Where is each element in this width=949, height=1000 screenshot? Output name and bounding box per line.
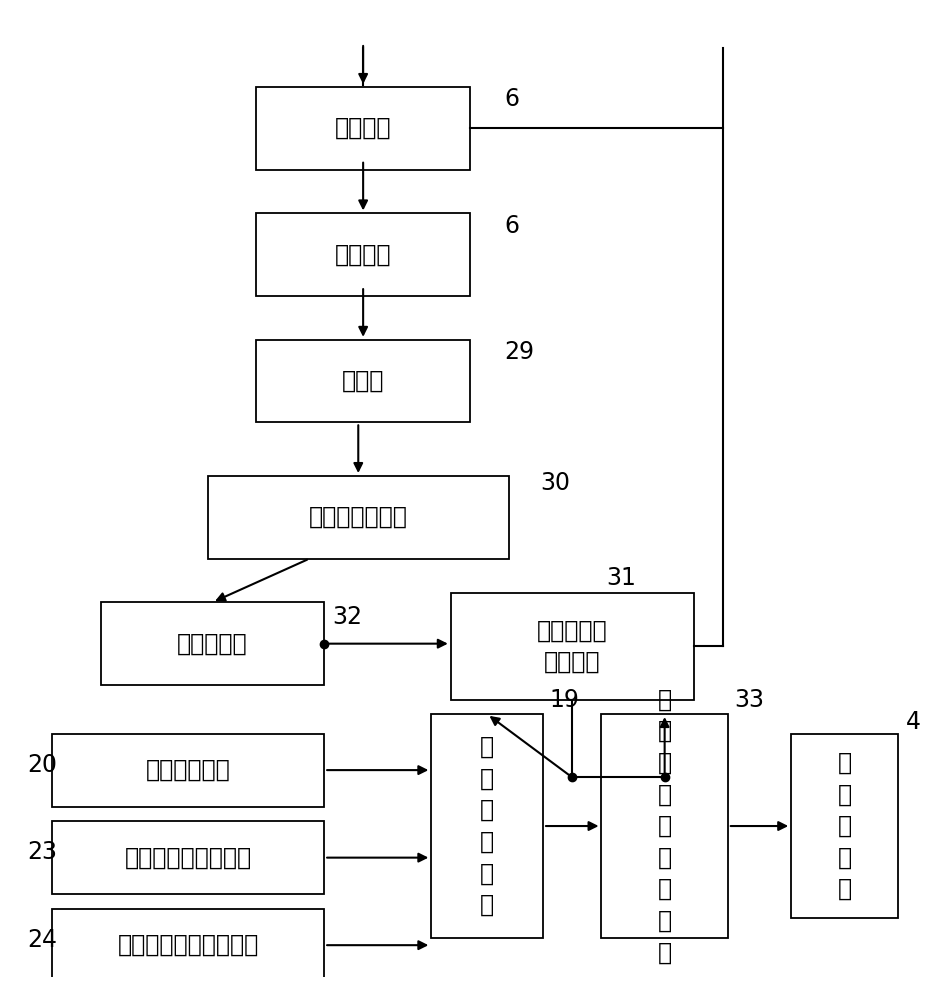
Bar xyxy=(431,714,543,938)
Text: 簧载质量速度传感器: 簧载质量速度传感器 xyxy=(124,846,251,870)
Bar xyxy=(52,909,325,982)
Text: 32: 32 xyxy=(332,605,362,629)
Text: 车载蓄电池: 车载蓄电池 xyxy=(177,632,248,656)
Text: 23: 23 xyxy=(28,840,58,864)
Text: 初级线圈: 初级线圈 xyxy=(335,243,391,267)
Text: 19: 19 xyxy=(549,688,580,712)
Bar xyxy=(101,602,325,685)
Text: 6: 6 xyxy=(504,214,519,238)
Bar xyxy=(791,734,898,918)
Text: 比
例
电
磁
阀: 比 例 电 磁 阀 xyxy=(838,751,851,901)
Text: 6: 6 xyxy=(504,87,519,111)
Bar xyxy=(208,476,509,559)
Text: 作
动
器
控
制
器: 作 动 器 控 制 器 xyxy=(480,735,494,917)
Text: 33: 33 xyxy=(735,688,765,712)
Bar xyxy=(52,821,325,894)
Bar xyxy=(256,340,470,422)
Text: 第一可控恒
流源电路: 第一可控恒 流源电路 xyxy=(537,618,607,674)
Bar xyxy=(451,593,694,700)
Text: 加速度传感器: 加速度传感器 xyxy=(146,758,231,782)
Text: 4: 4 xyxy=(906,710,921,734)
Bar xyxy=(256,87,470,170)
Text: 24: 24 xyxy=(28,928,58,952)
Text: 31: 31 xyxy=(606,566,636,590)
Bar xyxy=(52,734,325,807)
Text: 29: 29 xyxy=(504,340,534,364)
Text: 非簧载质量速度传感器: 非簧载质量速度传感器 xyxy=(118,933,259,957)
Text: 蓄电池充电电路: 蓄电池充电电路 xyxy=(308,505,408,529)
Bar xyxy=(602,714,728,938)
Bar xyxy=(256,213,470,296)
Text: 整流器: 整流器 xyxy=(342,369,384,393)
Text: 第
二
可
控
恒
流
源
电
路: 第 二 可 控 恒 流 源 电 路 xyxy=(658,688,672,964)
Text: 20: 20 xyxy=(28,753,58,777)
Text: 初级线圈: 初级线圈 xyxy=(335,116,391,140)
Text: 30: 30 xyxy=(540,471,570,495)
